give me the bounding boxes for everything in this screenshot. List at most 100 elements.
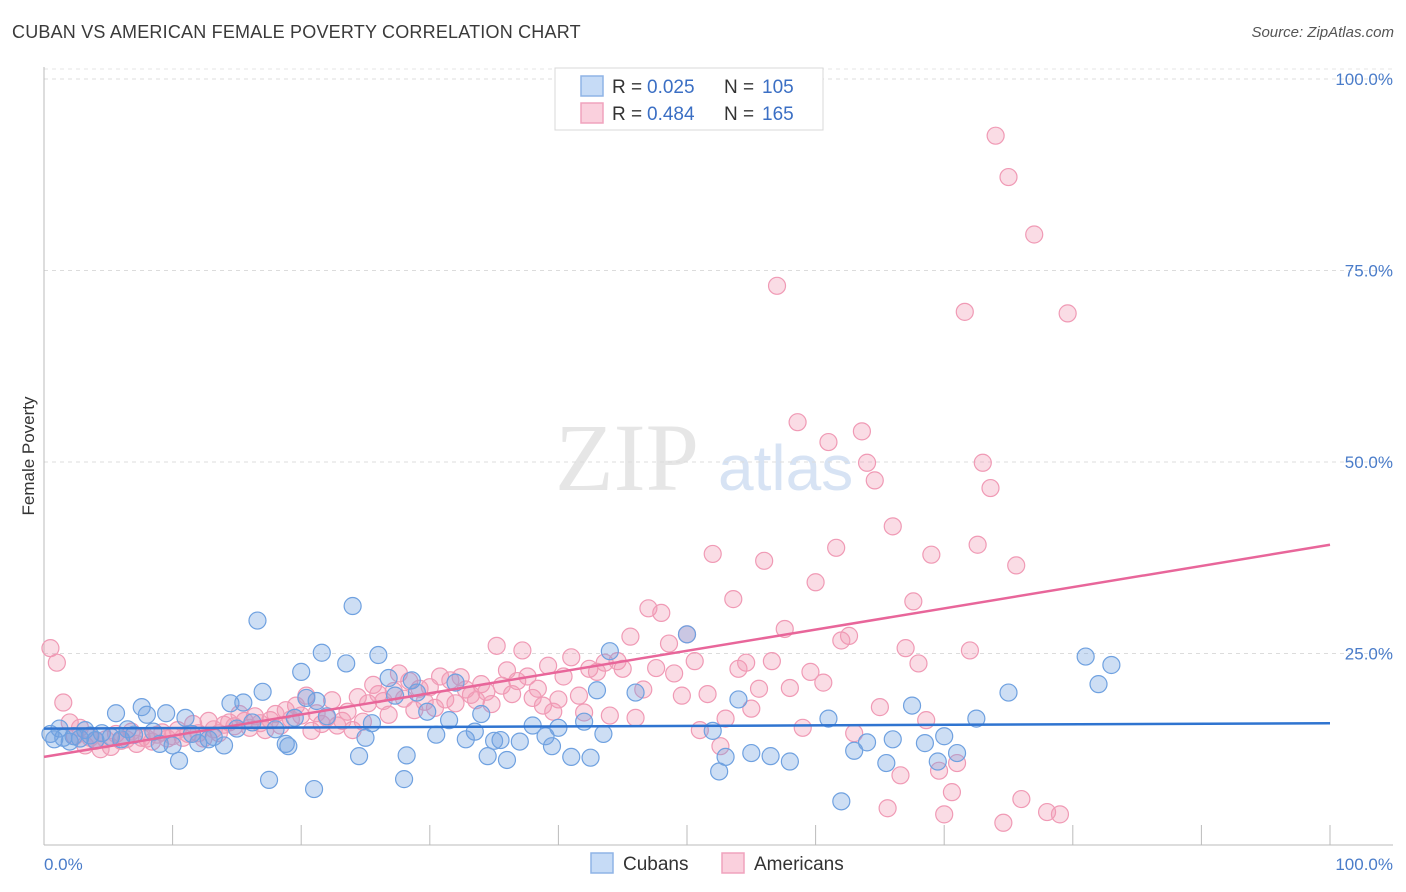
americans-point [600, 706, 619, 725]
cubans-point [45, 730, 64, 749]
americans-point [742, 699, 761, 718]
americans-point [896, 639, 915, 658]
cubans-point [394, 770, 414, 789]
cubans-point [742, 743, 761, 763]
americans-point [652, 603, 671, 623]
cubans-point [337, 654, 356, 673]
cubans-point [427, 725, 446, 744]
americans-point [685, 652, 704, 671]
cubans-point [379, 668, 398, 688]
americans-point [575, 703, 594, 722]
cubans-point [877, 753, 896, 773]
americans-point [533, 696, 553, 715]
cubans-point [163, 736, 182, 755]
americans-point [737, 653, 756, 672]
cubans-point [349, 747, 369, 766]
cubans-point [575, 712, 594, 731]
cubans-point [902, 696, 922, 715]
americans-point [724, 590, 743, 609]
americans-point [1058, 304, 1077, 323]
bottom-legend: Cubans Americans [590, 852, 844, 875]
cubans-point [845, 741, 864, 760]
americans-point [986, 126, 1005, 145]
americans-point [793, 718, 812, 737]
americans-point [513, 641, 532, 660]
cubans-point [485, 731, 504, 750]
y-tick-labels: 25.0% 50.0% 75.0% 100.0% [1335, 70, 1393, 664]
americans-point [711, 737, 730, 756]
americans-point [852, 422, 871, 441]
cubans-point [857, 733, 877, 752]
y-tick-label: 100.0% [1335, 70, 1393, 89]
cubans-point [369, 645, 388, 665]
legend-n-value-2: 165 [762, 104, 794, 125]
americans-point [904, 592, 923, 611]
bottom-legend-americans: Americans [754, 854, 844, 875]
x-tick-max: 100.0% [1335, 855, 1393, 874]
americans-point [857, 453, 877, 472]
americans-point [1050, 805, 1070, 824]
americans-point [865, 471, 884, 490]
americans-point [839, 626, 859, 645]
americans-point [801, 662, 820, 681]
cubans-point [385, 686, 405, 705]
cubans-point [397, 746, 416, 765]
cubans-point [626, 683, 645, 702]
cubans-point [279, 737, 298, 756]
trend-lines [43, 543, 1331, 759]
cubans-point [780, 752, 799, 771]
cubans-point [478, 747, 497, 766]
americans-point [487, 636, 506, 655]
cubans-point [1102, 655, 1121, 675]
source-label: Source: ZipAtlas.com [1251, 24, 1394, 41]
americans-point [749, 679, 769, 698]
cubans-point [729, 690, 748, 709]
americans-point [947, 753, 967, 773]
americans-point [665, 664, 684, 683]
americans-point [626, 708, 645, 727]
cubans-point [169, 751, 189, 770]
y-tick-label: 50.0% [1345, 453, 1393, 472]
americans-point [621, 627, 640, 646]
americans-point [968, 535, 987, 554]
cubans-point [562, 747, 581, 767]
americans-point [788, 413, 807, 432]
cubans-point [137, 705, 156, 724]
cubans-point [157, 704, 176, 723]
legend-r-label-2: R = [612, 104, 642, 125]
cubans-point [106, 704, 126, 723]
watermark-atlas: atlas [718, 432, 853, 504]
cubans-point [967, 709, 986, 728]
americans-point [909, 654, 928, 673]
legend-n-label-1: N = [724, 77, 754, 98]
americans-point [935, 805, 954, 824]
cubans-point [536, 727, 555, 746]
cubans-point [297, 688, 316, 708]
americans-point [929, 761, 949, 780]
y-tick-label: 25.0% [1345, 645, 1393, 664]
americans-point [647, 658, 666, 678]
americans-point [973, 453, 992, 472]
cubans-point [600, 642, 619, 661]
watermark-zip: ZIP [555, 404, 699, 511]
cubans-point [497, 750, 517, 770]
top-legend: R = 0.025 N = 105 R = 0.484 N = 165 [554, 67, 824, 131]
cubans-point [266, 720, 285, 739]
axes [43, 67, 1393, 846]
americans-point [54, 693, 73, 712]
x-tick-min: 0.0% [44, 855, 83, 874]
americans-point [446, 694, 465, 713]
grid-lines [44, 68, 1393, 654]
americans-point [814, 673, 833, 692]
cubans-point [304, 779, 324, 799]
americans-point [364, 675, 383, 695]
cubans-point [819, 709, 838, 728]
cubans-point [259, 770, 279, 789]
legend-n-value-1: 105 [762, 77, 794, 98]
americans-point [883, 517, 902, 536]
cubans-point [947, 743, 967, 763]
cubans-point [491, 730, 510, 750]
cubans-point [581, 748, 600, 767]
cubans-point [312, 643, 331, 662]
americans-point [780, 678, 799, 698]
